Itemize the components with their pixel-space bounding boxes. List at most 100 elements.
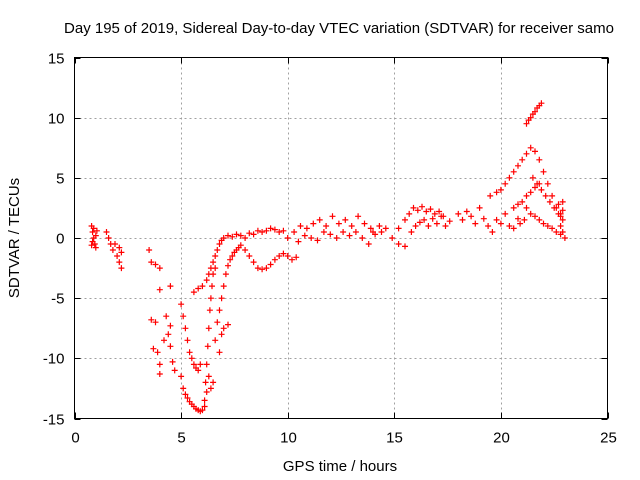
data-point [308, 235, 315, 241]
data-point [438, 213, 445, 220]
data-point [90, 225, 97, 232]
y-tick-label: -15 [43, 412, 65, 429]
data-point [229, 253, 236, 259]
data-point [190, 289, 197, 296]
data-point [204, 343, 211, 350]
chart-title: Day 195 of 2019, Sidereal Day-to-day VTE… [64, 20, 614, 37]
data-point [506, 174, 513, 181]
data-point [316, 216, 323, 223]
x-tick-label: 5 [177, 430, 185, 447]
data-point [207, 295, 214, 302]
y-tick-label: 15 [48, 51, 65, 68]
data-point [114, 253, 121, 259]
x-tick-label: 25 [600, 430, 617, 447]
data-point [553, 229, 560, 235]
data-point [346, 232, 353, 239]
data-point [163, 313, 170, 320]
data-point [472, 220, 479, 227]
data-point [515, 162, 521, 169]
data-point [118, 249, 125, 256]
data-point [335, 220, 342, 227]
data-point [493, 189, 500, 196]
data-point [523, 192, 530, 199]
data-point [502, 210, 509, 217]
data-point [182, 391, 189, 398]
data-point [408, 229, 415, 235]
data-point [267, 225, 274, 232]
data-point [389, 235, 396, 241]
y-tick-label: 5 [56, 171, 64, 188]
data-point [148, 259, 155, 266]
data-point [203, 277, 210, 284]
data-point [237, 242, 244, 249]
data-point [352, 229, 359, 235]
data-points [88, 100, 568, 415]
data-point [544, 223, 551, 229]
data-point [376, 223, 383, 229]
data-point [502, 180, 509, 187]
data-point [480, 215, 487, 222]
data-point [355, 213, 362, 220]
data-point [201, 397, 208, 404]
data-point [220, 325, 227, 332]
data-point [348, 223, 355, 229]
data-point [365, 241, 372, 247]
data-point [521, 216, 528, 223]
data-point [259, 266, 266, 273]
data-point [433, 220, 440, 227]
data-point [212, 253, 219, 259]
data-point [182, 325, 189, 332]
data-point [468, 213, 475, 220]
data-point [536, 156, 543, 163]
data-point [446, 218, 453, 225]
data-point [210, 271, 217, 278]
data-point [519, 198, 526, 205]
data-point [171, 367, 178, 374]
data-point [532, 148, 538, 155]
data-point [276, 229, 283, 235]
data-point [340, 229, 347, 235]
data-point [310, 220, 317, 227]
data-point [555, 201, 562, 208]
data-point [190, 361, 197, 368]
data-point [557, 223, 564, 229]
data-point [327, 231, 334, 238]
data-point [218, 331, 225, 338]
data-point [178, 301, 185, 308]
data-point [427, 206, 434, 213]
data-point [485, 223, 492, 229]
data-point [152, 319, 159, 326]
data-point [476, 204, 483, 211]
data-point [207, 385, 214, 392]
data-point [214, 247, 221, 253]
data-point [271, 226, 278, 233]
data-point [297, 223, 304, 229]
data-point [280, 250, 287, 257]
data-point [329, 213, 336, 220]
data-point [203, 389, 210, 395]
data-point [116, 244, 123, 251]
data-point [549, 225, 556, 232]
data-point [242, 235, 249, 241]
data-point [493, 216, 500, 223]
data-point [515, 201, 521, 208]
data-point [359, 235, 366, 241]
data-point [320, 229, 327, 235]
data-point [220, 283, 227, 290]
data-point [92, 232, 99, 239]
data-point [361, 220, 368, 227]
data-point [242, 247, 249, 253]
data-point [510, 225, 517, 232]
data-point [216, 307, 223, 314]
data-point [536, 180, 543, 187]
data-point [540, 168, 547, 175]
data-point [487, 192, 494, 199]
data-point [523, 150, 530, 157]
data-point [527, 210, 534, 217]
data-point [263, 265, 270, 272]
data-point [118, 265, 125, 272]
data-point [116, 259, 123, 266]
data-point [540, 220, 547, 227]
data-point [222, 271, 229, 278]
data-point [395, 225, 402, 232]
